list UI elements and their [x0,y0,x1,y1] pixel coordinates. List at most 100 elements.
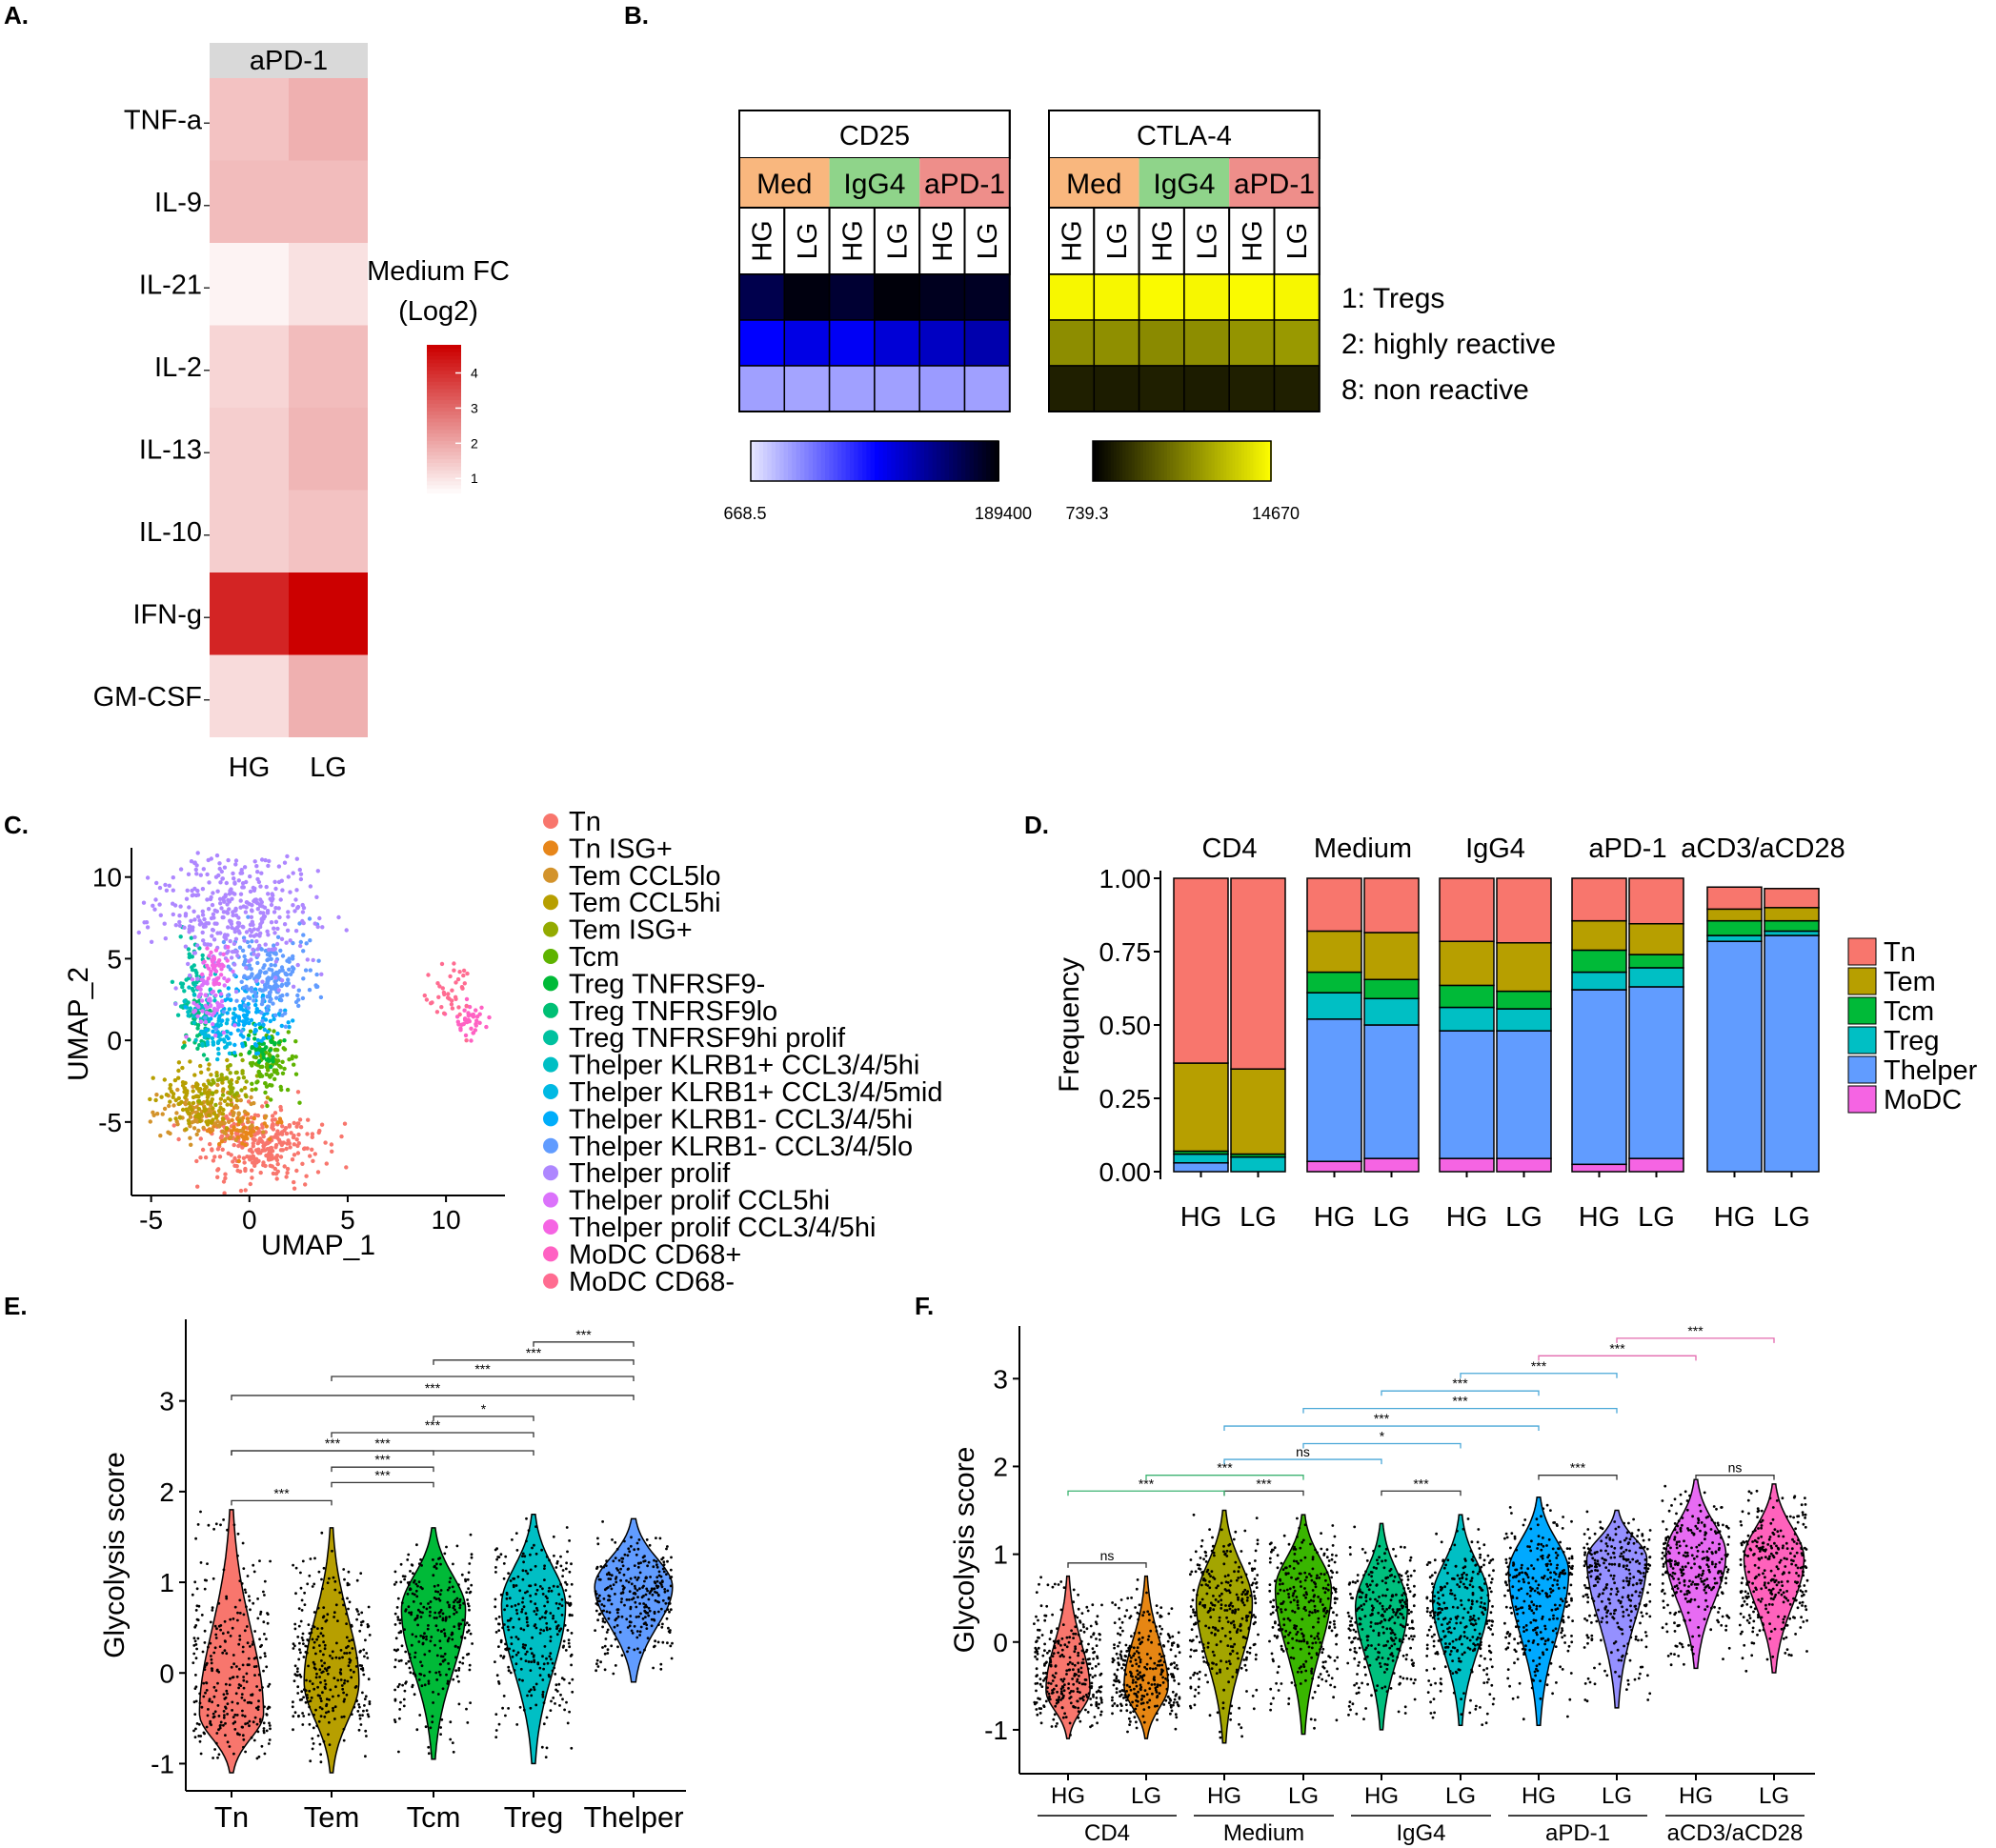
legend-title: Medium FC [367,256,510,287]
data-point [644,1616,647,1618]
data-point [497,1629,501,1632]
stacked-bar-segment [1571,989,1627,1166]
data-point [405,1680,408,1683]
data-point [354,1665,358,1668]
data-point [1227,1659,1231,1663]
data-point [1200,1571,1203,1574]
umap-point [199,998,205,1003]
data-point [467,1652,471,1656]
stacked-bar-segment [1496,1157,1552,1173]
data-point [1053,1713,1057,1717]
data-point [1302,1665,1306,1668]
data-point [457,1583,460,1586]
umap-point [210,934,214,938]
data-point [256,1708,260,1711]
data-point [203,1641,207,1644]
data-point [554,1683,558,1687]
data-point [214,1637,218,1639]
data-point [1209,1601,1213,1605]
data-point [1159,1658,1162,1662]
data-point [1158,1663,1161,1667]
data-point [458,1660,462,1664]
colorbar-step [1187,441,1192,481]
umap-point [271,1001,275,1006]
data-point [656,1593,660,1597]
data-point [407,1553,411,1557]
data-point [256,1617,260,1620]
data-point [1111,1698,1114,1702]
legend-gradient-step [427,430,461,434]
data-point [1246,1590,1249,1594]
umap-point [424,997,430,1002]
umap-point [295,993,300,998]
data-point [1058,1696,1060,1699]
data-point [1096,1721,1099,1725]
data-point [453,1625,456,1628]
data-point [1115,1677,1119,1680]
umap-point [176,1095,181,1101]
data-point [550,1589,554,1593]
umap-point [311,957,315,963]
umap-point [263,1081,268,1086]
data-point [520,1608,524,1611]
data-point [639,1625,643,1629]
data-point [193,1639,197,1643]
umap-point [192,1020,196,1025]
data-point [314,1652,317,1656]
data-point [296,1667,299,1671]
umap-point [192,934,197,939]
data-point [662,1563,666,1566]
data-point [505,1597,509,1600]
data-point [1037,1646,1040,1650]
umap-point [221,1087,226,1092]
legend-gradient-step [427,348,461,353]
data-point [410,1643,413,1647]
data-point [1170,1643,1174,1647]
data-point [318,1668,322,1672]
colorbar-step [1250,441,1255,481]
umap-point [282,1128,287,1134]
colorbar-step [957,441,962,481]
data-point [511,1538,514,1541]
data-point [320,1627,324,1630]
legend-gradient-step [427,433,461,438]
umap-point [226,945,231,950]
stacked-bar-segment [1628,954,1684,969]
data-point [194,1643,198,1646]
data-point [1315,1577,1319,1579]
data-point [502,1695,506,1697]
data-point [313,1582,316,1586]
data-point [1256,1574,1260,1577]
data-point [635,1605,638,1609]
data-point [466,1631,469,1634]
data-point [505,1591,509,1595]
y-tick-label: 2 [159,1477,174,1507]
data-point [499,1640,503,1644]
data-point [660,1579,664,1583]
colorbar-step [779,441,785,481]
umap-point [287,967,292,972]
umap-point [474,1023,478,1028]
data-point [467,1604,471,1608]
data-point [1035,1708,1038,1711]
stacked-bar-segment [1628,986,1684,1159]
data-point [1034,1651,1038,1654]
facet-label: IgG4 [1465,834,1525,864]
umap-point [223,1172,228,1176]
data-point [659,1667,663,1671]
data-point [409,1671,413,1675]
x-tick-label: LG [1638,1202,1675,1233]
data-point [1335,1554,1338,1557]
data-point [1134,1707,1138,1711]
data-point [231,1709,234,1712]
umap-point [232,1111,236,1115]
data-point [246,1721,250,1725]
stacked-bar-segment [1363,978,1420,1000]
data-point [1099,1638,1101,1641]
data-point [350,1676,353,1679]
data-point [269,1727,272,1731]
umap-point [240,1041,245,1047]
data-point [618,1571,621,1575]
data-point [299,1619,303,1623]
data-point [1037,1618,1039,1622]
